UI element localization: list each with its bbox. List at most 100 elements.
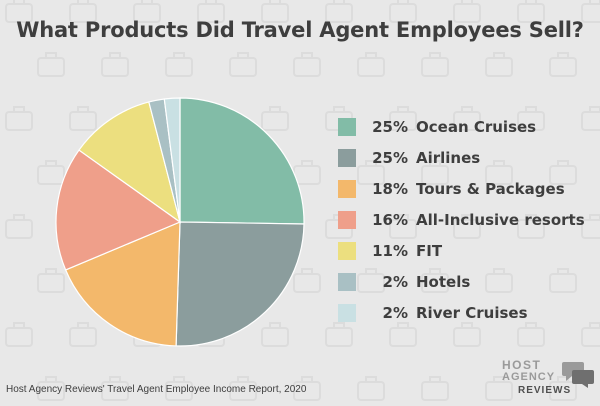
background-motif [77,106,89,113]
legend-item-tours-packages: 18% Tours & Packages [338,178,600,200]
background-motif [461,322,473,329]
background-motif [525,0,537,5]
background-motif [397,0,409,5]
background-motif [333,322,345,329]
background-motif [397,214,409,221]
legend-item-all-inclusive-resorts: 16% All-Inclusive resorts [338,209,600,231]
background-motif [525,106,537,113]
background-motif [557,268,569,275]
background-motif [429,52,441,59]
legend-label: Ocean Cruises [416,118,537,136]
legend-item-river-cruises: 2% River Cruises [338,302,600,324]
speech-bubbles-icon [562,362,594,388]
background-motif [493,268,505,275]
legend-label: All-Inclusive resorts [416,211,585,229]
background-motif [269,106,281,113]
background-motif [589,0,600,5]
background-motif [269,0,281,5]
background-motif [301,160,313,167]
background-motif [45,376,57,383]
background-motif [237,52,249,59]
background-motif [589,322,600,329]
logo-line-1: HOST [502,358,542,372]
background-motif [77,0,89,5]
background-motif [365,376,377,383]
legend-swatch [338,242,356,260]
background-motif [525,214,537,221]
background-motif [429,268,441,275]
background-motif [301,52,313,59]
chart-title: What Products Did Travel Agent Employees… [16,18,584,42]
background-motif [205,0,217,5]
pie-slice-fit [78,101,181,224]
background-motif [301,376,313,383]
background-motif [13,106,25,113]
legend-swatch [338,304,356,322]
background-motif [13,322,25,329]
background-motif [237,376,249,383]
background-motif [173,376,185,383]
background-motif [493,376,505,383]
legend-label: Tours & Packages [416,180,565,198]
legend-percent: 11% [372,242,408,260]
background-motif [557,376,569,383]
pie-slice-tours-packages [64,221,181,347]
background-motif [397,106,409,113]
background-motif [429,376,441,383]
background-motif [45,52,57,59]
legend-label: Hotels [416,273,471,291]
background-motif [461,106,473,113]
legend-percent: 25% [372,118,408,136]
legend-swatch [338,211,356,229]
background-motif [525,322,537,329]
legend-swatch [338,273,356,291]
pie-slice-ocean-cruises [179,97,305,225]
background-motif [365,268,377,275]
legend-label: FIT [416,242,443,260]
source-note: Host Agency Reviews' Travel Agent Employ… [6,384,307,395]
background-motif [301,268,313,275]
background-motif [109,376,121,383]
background-motif [461,0,473,5]
legend-percent: 2% [382,273,408,291]
background-motif [461,214,473,221]
legend-label: Airlines [416,149,481,167]
background-motif [365,52,377,59]
pie-slice-river-cruises [163,97,181,223]
legend-percent: 25% [372,149,408,167]
legend-swatch [338,180,356,198]
background-motif [45,268,57,275]
legend-percent: 2% [382,304,408,322]
background-motif [77,322,89,329]
legend-swatch [338,118,356,136]
background-motif [557,52,569,59]
legend-item-fit: 11% FIT [338,240,600,262]
pie-slice-all-inclusive-resorts [55,149,182,271]
host-agency-reviews-logo: HOST AGENCY REVIEWS [502,358,594,402]
background-motif [397,322,409,329]
legend-label: River Cruises [416,304,528,322]
background-motif [173,52,185,59]
background-motif [333,106,345,113]
background-motif [557,160,569,167]
legend-item-hotels: 2% Hotels [338,271,600,293]
legend-percent: 18% [372,180,408,198]
background-motif [493,160,505,167]
background-motif [45,160,57,167]
legend-percent: 16% [372,211,408,229]
logo-line-3: REVIEWS [518,385,572,396]
background-motif [141,0,153,5]
background-motif [13,0,25,5]
background-motif [269,322,281,329]
legend-item-ocean-cruises: 25% Ocean Cruises [338,116,600,138]
background-motif [493,52,505,59]
background-motif [365,160,377,167]
background-motif [109,52,121,59]
logo-line-2: AGENCY [502,371,556,383]
legend-swatch [338,149,356,167]
legend-item-airlines: 25% Airlines [338,147,600,169]
background-motif [589,106,600,113]
background-motif [13,214,25,221]
background-motif [333,0,345,5]
